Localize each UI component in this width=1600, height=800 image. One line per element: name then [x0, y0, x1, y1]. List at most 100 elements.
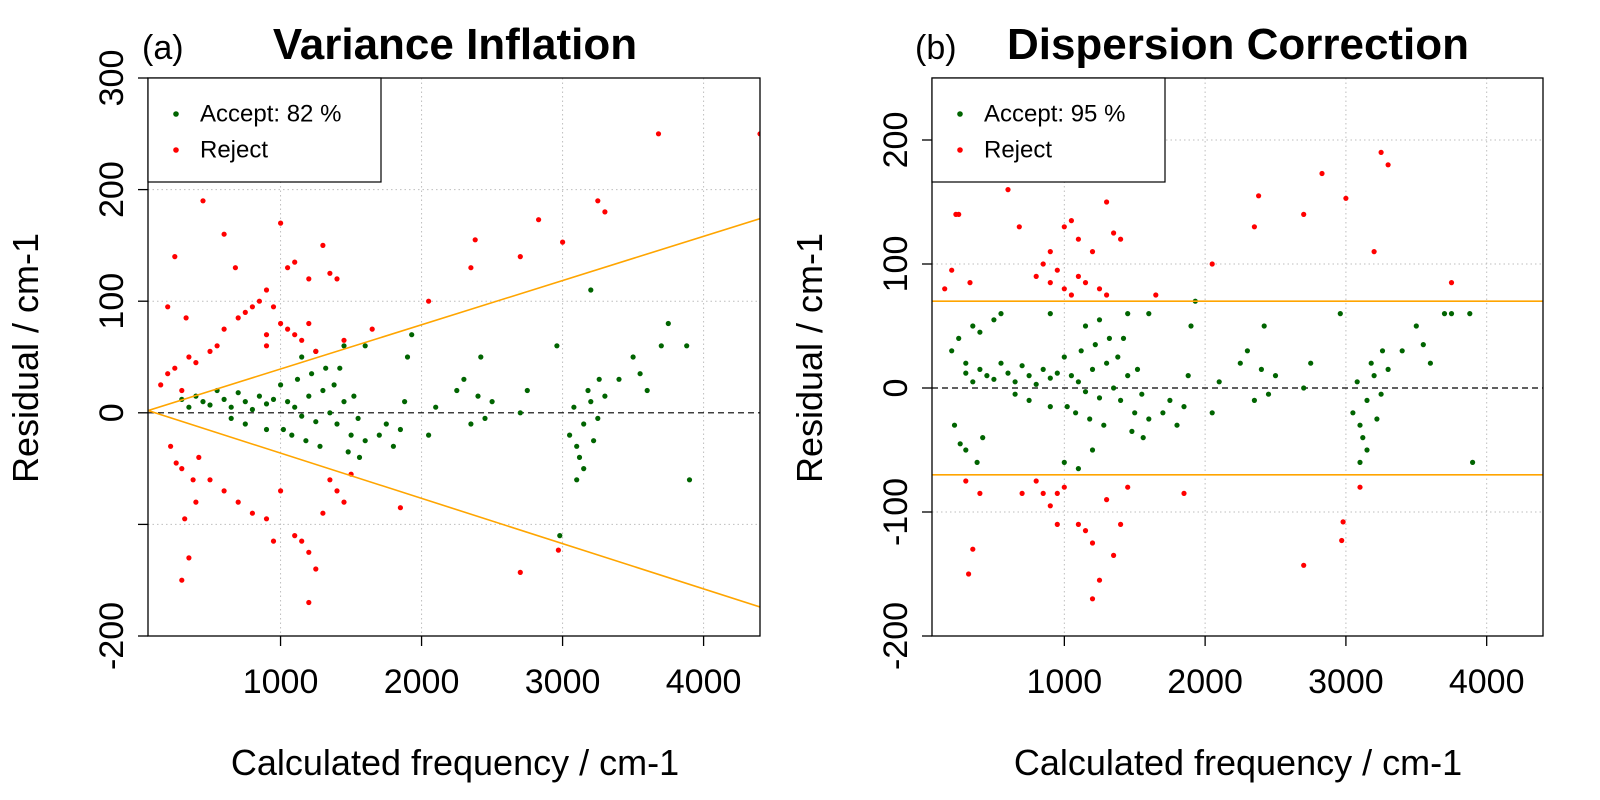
panel-b-accept-point-15: [991, 376, 997, 382]
panel-b-reject-point-15: [1153, 292, 1159, 298]
panel-a-reject-point-16: [517, 254, 523, 260]
panel-b-accept-point-75: [1467, 311, 1473, 317]
panel-b-accept-point-82: [1082, 323, 1089, 329]
panel-a-reject-point-1: [221, 231, 227, 237]
panel-b-accept-point-43: [1185, 373, 1191, 379]
panel-b-reject-point-44: [1082, 528, 1089, 534]
panel-a-accept-point-36: [345, 449, 351, 455]
panel-b-accept-point-67: [1374, 416, 1380, 422]
panel-a-accept-point-25: [309, 371, 315, 377]
panel-b-reject-point-43: [1075, 521, 1081, 528]
panel-b-accept-point-99: [1061, 459, 1067, 465]
panel-b-accept-point-28: [1111, 385, 1117, 391]
panel-b-reject-point-23: [1385, 162, 1391, 168]
panel-b-reject-point-2: [1047, 249, 1053, 255]
panel-a-reject-point-9: [327, 270, 333, 276]
panel-b-legend-label-reject: Reject: [984, 137, 1052, 164]
panel-b-accept-point-53: [1261, 323, 1267, 329]
panel-a-reject-point-17: [536, 217, 542, 223]
panel-a-accept-point-80: [637, 371, 643, 377]
panel-a-legend-box: [147, 77, 382, 183]
panel-a-accept-point-29: [334, 421, 340, 427]
panel-a-reject-point-71: [190, 477, 196, 483]
panel-a-reject-point-37: [313, 566, 319, 572]
panel-a-accept-point-48: [454, 387, 460, 394]
panel-b-reject-point-11: [949, 267, 955, 273]
panel-b-reject-point-51: [1125, 484, 1131, 490]
panel-a-reject-point-76: [263, 343, 270, 349]
panel-b-reject-point-50: [1118, 521, 1124, 528]
panel-b-accept-point-5: [1104, 360, 1110, 366]
panel-b-accept-point-83: [1096, 317, 1103, 323]
panel-b-accept-point-55: [1301, 385, 1307, 391]
panel-a-reject-point-55: [221, 326, 227, 332]
panel-b-accept-point-42: [1181, 404, 1187, 410]
panel-a-reject-point-35: [299, 538, 305, 544]
panel-a-accept-point-54: [489, 399, 495, 405]
panel-a-accept-point-0: [285, 399, 291, 405]
panel-b-accept-point-52: [1265, 391, 1272, 397]
panel-b-accept-point-30: [1125, 373, 1131, 379]
panel-b-reject-point-28: [1047, 280, 1053, 286]
panel-b-accept-point-35: [1120, 335, 1127, 341]
panel-b-reject-point-26: [1033, 273, 1039, 279]
panel-a-reject-point-56: [235, 315, 241, 321]
panel-a-reject-point-65: [299, 337, 305, 343]
panel-a-reject-point-42: [341, 499, 347, 505]
panel-a-reject-point-21: [655, 131, 662, 137]
panel-b-reject-point-14: [953, 211, 959, 217]
panel-b-reject-point-45: [1089, 540, 1096, 546]
panel-b-accept-point-90: [977, 329, 983, 335]
panel-a-reject-point-45: [517, 569, 523, 576]
panel-b-accept-point-46: [1209, 410, 1215, 416]
panel-a-reject-point-58: [249, 304, 255, 310]
panel-b-accept-point-76: [1470, 459, 1476, 465]
panel-b-reject-point-16: [1209, 261, 1215, 267]
panel-b-accept-point-73: [1441, 311, 1448, 317]
panel-a-accept-point-62: [595, 415, 601, 421]
panel-a-accept-point-77: [684, 343, 690, 349]
panel-a-accept-point-76: [665, 320, 671, 327]
panel-a-x-axis-label: Calculated frequency / cm-1: [231, 742, 679, 783]
panel-a-reject-point-11: [341, 337, 347, 343]
panel-a-reject-point-32: [270, 538, 277, 544]
panel-a-accept-point-32: [355, 415, 361, 421]
panel-b-accept-point-63: [1385, 366, 1391, 372]
panel-a-reject-point-69: [173, 460, 179, 466]
panel-b-legend: Accept: 95 % Reject: [931, 77, 1166, 183]
panel-b-reject-point-24: [1371, 249, 1377, 255]
panel-a-reject-point-8: [320, 242, 326, 248]
panel-b-reject-point-56: [1357, 484, 1363, 490]
panel-a-accept-point-53: [478, 354, 484, 360]
panel-b-reject-point-22: [1378, 149, 1384, 155]
panel-b-accept-point-95: [963, 447, 969, 453]
panel-a-accept-point-79: [644, 387, 650, 394]
panel-a-reject-point-28: [221, 488, 227, 494]
panel-b-accept-point-57: [1337, 311, 1343, 317]
panel-a-data-layer: [148, 131, 760, 608]
panel-b-accept-point-24: [1087, 416, 1093, 422]
panel-a-accept-point-38: [356, 454, 363, 460]
panel-b-reject-point-52: [1181, 490, 1187, 496]
panel-a-reject-point-4: [278, 220, 284, 226]
panel-a-accept-point-35: [337, 365, 343, 371]
panel-a-reject-point-25: [182, 516, 188, 522]
panel-a-accept-point-27: [323, 365, 329, 371]
panel-a-accept-point-46: [426, 432, 432, 438]
panel-a-accept-point-87: [362, 343, 368, 349]
panel-b-accept-point-27: [1106, 335, 1112, 341]
panel-a-legend-marker-reject: [173, 147, 179, 153]
panel-a-reject-point-24: [186, 555, 192, 561]
panel-b-accept-point-58: [1350, 410, 1356, 416]
panel-b-reject-point-12: [967, 280, 973, 286]
panel-b-accept-point-48: [1237, 360, 1243, 366]
panel-b-accept-point-89: [970, 323, 976, 329]
panel-b-frame: [931, 77, 1544, 637]
panel-a-accept-point-31: [348, 432, 354, 438]
panel-b-reject-point-58: [1040, 490, 1046, 496]
panel-a-reject-point-26: [193, 499, 199, 505]
panel-a-reject-point-36: [306, 549, 312, 555]
panel-a-reject-point-54: [214, 343, 220, 349]
panel-b-accept-point-60: [1364, 397, 1370, 403]
panel-b-accept-point-16: [984, 373, 990, 379]
